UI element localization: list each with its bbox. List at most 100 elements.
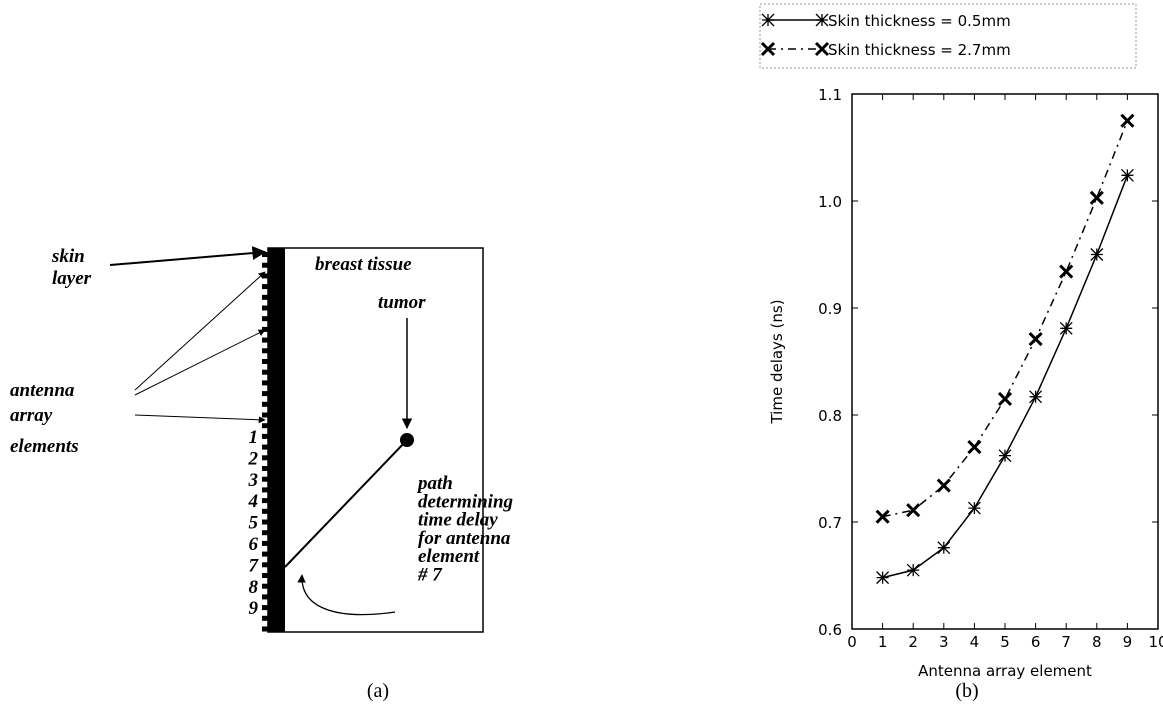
antenna-element — [262, 487, 270, 493]
x-tick-label: 5 — [1000, 633, 1010, 651]
antenna-element — [262, 359, 270, 364]
arrow — [134, 329, 266, 396]
legend-label: Skin thickness = 2.7mm — [828, 41, 1011, 59]
element-number: 6 — [249, 534, 259, 555]
antenna-element — [262, 455, 270, 461]
antenna-element — [262, 294, 270, 300]
antenna-element — [262, 401, 270, 407]
path-label: # 7 — [417, 565, 443, 586]
y-tick-label: 1.1 — [818, 86, 842, 104]
chart: 0 1 2 3 4 5 6 7 8 9 10 0.6 0.7 0.8 0.9 1.0 1.1 Antenna ar… — [759, 3, 1163, 680]
arrow — [297, 574, 396, 616]
antenna-element — [262, 615, 270, 621]
x-tick-label: 3 — [939, 633, 949, 651]
antenna-element — [262, 305, 270, 311]
antenna-element — [262, 476, 270, 482]
x-tick-label: 9 — [1123, 633, 1133, 651]
marker — [875, 509, 890, 524]
marker — [936, 478, 951, 493]
marker — [876, 571, 890, 585]
element-number: 2 — [248, 448, 259, 469]
x-tick-label: 4 — [970, 633, 980, 651]
antenna-element — [262, 530, 270, 536]
legend-marker — [814, 41, 830, 57]
antenna-element — [262, 605, 270, 611]
plot-frame — [851, 93, 1159, 630]
antenna-element — [262, 326, 270, 332]
legend-box — [759, 3, 1137, 69]
marker — [906, 503, 921, 518]
skin-strip — [268, 248, 285, 632]
marker — [967, 440, 982, 455]
legend-label: Skin thickness = 0.5mm — [828, 12, 1011, 30]
caption: (a) — [367, 680, 389, 702]
series-line — [882, 120, 1129, 518]
x-tick-label: 10 — [1148, 633, 1163, 651]
x-tick-label: 1 — [878, 633, 888, 651]
y-tick-label: 0.7 — [818, 514, 842, 532]
path-label: determining — [418, 491, 513, 512]
element-number: 5 — [249, 513, 259, 534]
antenna-element — [262, 433, 270, 439]
path-label: element — [418, 546, 480, 567]
antenna-element — [262, 337, 270, 343]
antenna-element — [262, 573, 270, 578]
antenna-element — [262, 412, 270, 418]
legend-marker — [761, 13, 775, 27]
skin-label: skin — [51, 246, 85, 267]
antenna-element — [262, 583, 270, 589]
skin-label: layer — [52, 268, 92, 289]
tissue-box — [267, 247, 484, 633]
path-line — [284, 439, 408, 568]
antenna-element — [262, 380, 270, 386]
antenna-element — [262, 508, 270, 514]
y-tick-label: 0.8 — [818, 407, 842, 425]
antenna-label: array — [10, 405, 53, 426]
element-number: 1 — [249, 427, 259, 448]
caption: (b) — [955, 680, 978, 702]
x-axis-label: Antenna array element — [918, 662, 1092, 680]
y-tick-label: 0.6 — [818, 621, 842, 639]
x-tick-label: 7 — [1061, 633, 1071, 651]
antenna-element — [262, 551, 270, 557]
antenna-element — [262, 284, 270, 290]
arrow — [134, 414, 266, 424]
antenna-elements — [262, 252, 270, 632]
antenna-element — [262, 391, 270, 397]
marker — [1059, 264, 1074, 279]
antenna-element — [262, 262, 270, 268]
marker — [906, 563, 920, 577]
antenna-element — [262, 626, 270, 632]
marker — [1028, 331, 1043, 347]
tumor-label: tumor — [378, 292, 426, 313]
marker — [1029, 390, 1043, 404]
element-number: 4 — [248, 491, 259, 512]
antenna-element — [262, 273, 270, 279]
marker — [1059, 321, 1073, 335]
antenna-element — [262, 519, 270, 525]
series-line — [882, 175, 1129, 579]
y-axis-label: Time delays (ns) — [768, 299, 786, 424]
x-tick-label: 8 — [1092, 633, 1102, 651]
antenna-element — [262, 498, 270, 504]
marker — [967, 501, 981, 515]
antenna-element — [262, 348, 270, 354]
path-label: time delay — [418, 510, 498, 531]
antenna-element — [262, 562, 270, 568]
marker — [937, 541, 951, 555]
antenna-element — [262, 423, 270, 429]
marker — [1120, 168, 1134, 182]
legend-marker — [815, 13, 829, 27]
marker — [998, 449, 1012, 463]
element-number: 7 — [249, 555, 260, 576]
antenna-element — [262, 369, 270, 375]
region-label: breast tissue — [315, 254, 412, 275]
element-number: 8 — [249, 577, 259, 598]
legend-marker — [760, 41, 776, 57]
arrow — [134, 271, 266, 391]
marker — [1089, 190, 1104, 205]
antenna-element — [262, 316, 270, 322]
antenna-label: antenna — [10, 380, 75, 401]
arrow — [109, 246, 267, 266]
y-tick-label: 0.9 — [818, 300, 842, 318]
